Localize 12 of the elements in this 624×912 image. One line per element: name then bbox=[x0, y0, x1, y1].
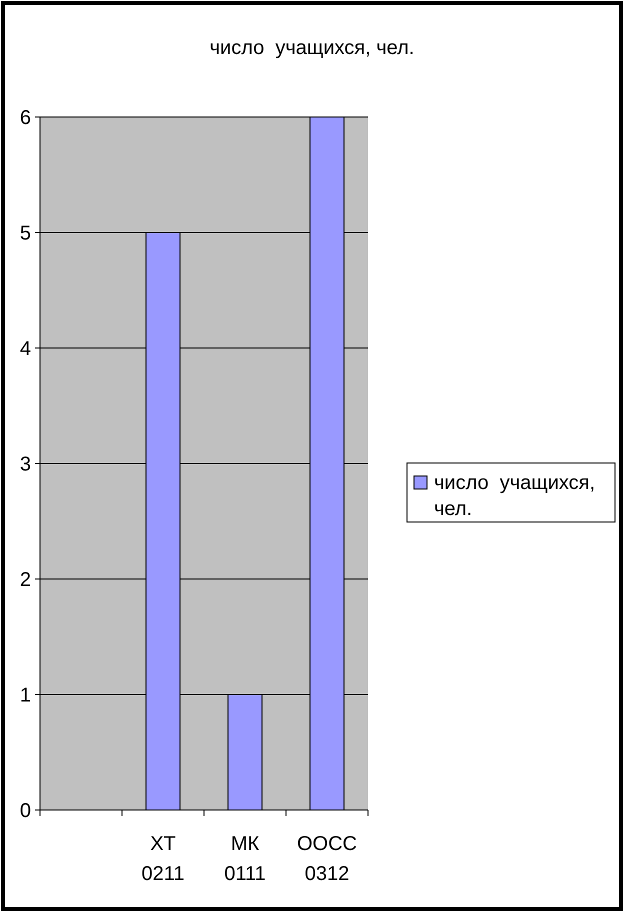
y-tick-label: 5 bbox=[20, 222, 31, 244]
y-tick-label: 0 bbox=[20, 800, 31, 822]
y-tick-label: 6 bbox=[20, 107, 31, 129]
y-tick-label: 3 bbox=[20, 454, 31, 476]
x-tick-label: ООСС 0312 bbox=[297, 833, 357, 885]
chart-title: число учащихся, чел. bbox=[210, 37, 414, 59]
x-tick-label: ХТ 0211 bbox=[141, 833, 185, 885]
y-tick-label: 2 bbox=[20, 569, 31, 591]
y-tick-label: 4 bbox=[20, 338, 31, 360]
legend-label: число учащихся, чел. bbox=[434, 472, 596, 520]
y-tick-label: 1 bbox=[20, 684, 31, 706]
x-tick-label: МК 0111 bbox=[224, 833, 266, 885]
